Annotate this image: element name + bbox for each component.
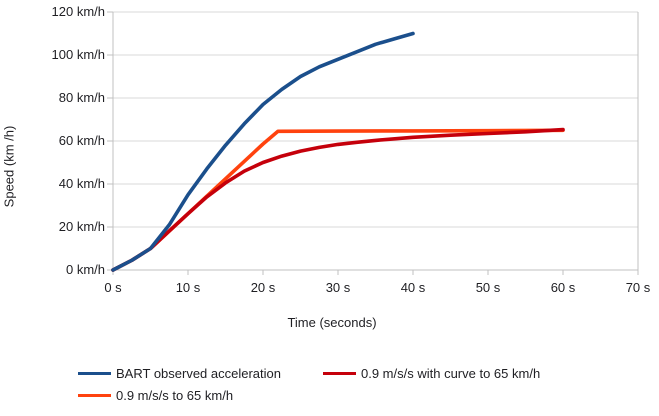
y-tick-label-120: 120 km/h [51,4,105,19]
legend-label: BART observed acceleration [116,365,282,381]
y-tick-label-100: 100 km/h [51,47,105,62]
legend-line-icon [78,393,111,397]
y-axis-title: Speed (km /h) [1,125,17,208]
legend: BART observed acceleration 0.9 m/s/s with… [78,362,659,406]
legend-label: 0.9 m/s/s to 65 km/h [116,387,234,403]
series-line-0 [111,31,415,272]
x-tick-label-30: 30 s [325,280,351,295]
y-tick-label-40: 40 km/h [58,176,105,191]
x-tick-label-40: 40 s [400,280,426,295]
x-tick-label-10: 10 s [175,280,201,295]
y-tick-label-20: 20 km/h [58,219,105,234]
y-tick-label-0: 0 km/h [65,262,105,277]
legend-item-0: BART observed acceleration [78,362,323,384]
x-tick-label-0: 0 s [104,280,122,295]
series-line-2 [111,128,565,272]
x-tick-label-50: 50 s [475,280,501,295]
legend-line-icon [323,371,356,375]
legend-item-2: 0.9 m/s/s to 65 km/h [78,384,233,406]
y-tick-label-60: 60 km/h [58,133,105,148]
x-tick-label-60: 60 s [550,280,576,295]
x-tick-label-70: 70 s [625,280,651,295]
x-axis-title: Time (seconds) [287,315,377,330]
legend-line-icon [78,371,111,375]
legend-label: 0.9 m/s/s with curve to 65 km/h [361,365,541,381]
legend-item-1: 0.9 m/s/s with curve to 65 km/h [323,362,540,384]
y-tick-label-80: 80 km/h [58,90,105,105]
series-line-1 [111,127,565,272]
x-tick-label-20: 20 s [250,280,276,295]
